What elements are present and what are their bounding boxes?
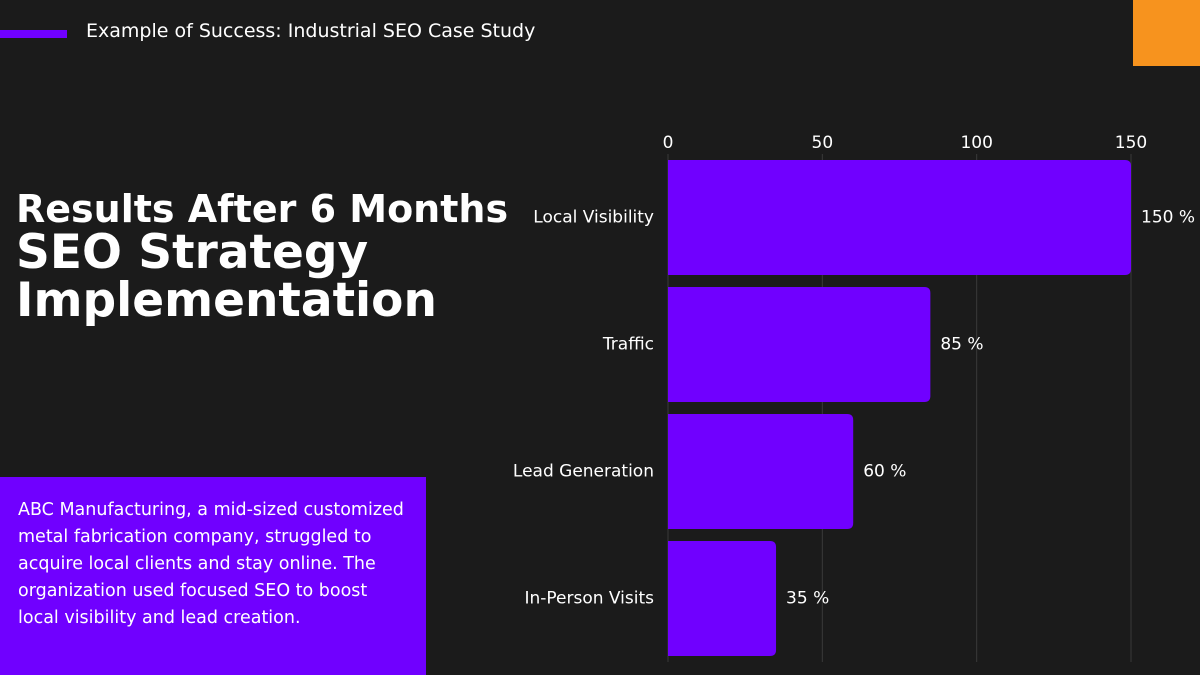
description: ABC Manufacturing, a mid-sized customize… bbox=[0, 477, 426, 675]
x-tick-label: 150 bbox=[1115, 133, 1147, 153]
value-label: 60 % bbox=[863, 462, 906, 482]
x-tick-label: 100 bbox=[960, 133, 992, 153]
x-tick-label: 0 bbox=[663, 133, 674, 153]
y-tick-label: Traffic bbox=[602, 335, 654, 355]
corner-block bbox=[1133, 0, 1200, 66]
heading-line: SEO Strategy bbox=[16, 224, 369, 280]
heading: Results After 6 Months SEO Strategy Impl… bbox=[16, 190, 508, 325]
heading-line: Implementation bbox=[16, 272, 437, 328]
y-tick-label: Lead Generation bbox=[513, 462, 654, 482]
x-tick-label: 50 bbox=[812, 133, 834, 153]
header-title: Example of Success: Industrial SEO Case … bbox=[86, 20, 536, 42]
accent-line bbox=[0, 30, 67, 38]
heading-line: Results After 6 Months bbox=[16, 187, 509, 231]
y-tick-label: Local Visibility bbox=[533, 208, 654, 228]
value-label: 85 % bbox=[940, 335, 983, 355]
value-label: 35 % bbox=[786, 589, 829, 609]
value-label: 150 % bbox=[1141, 208, 1195, 228]
y-tick-label: In-Person Visits bbox=[524, 589, 654, 609]
bar bbox=[668, 287, 931, 402]
bar bbox=[668, 541, 777, 656]
bar bbox=[668, 160, 1131, 275]
bar bbox=[668, 414, 854, 529]
